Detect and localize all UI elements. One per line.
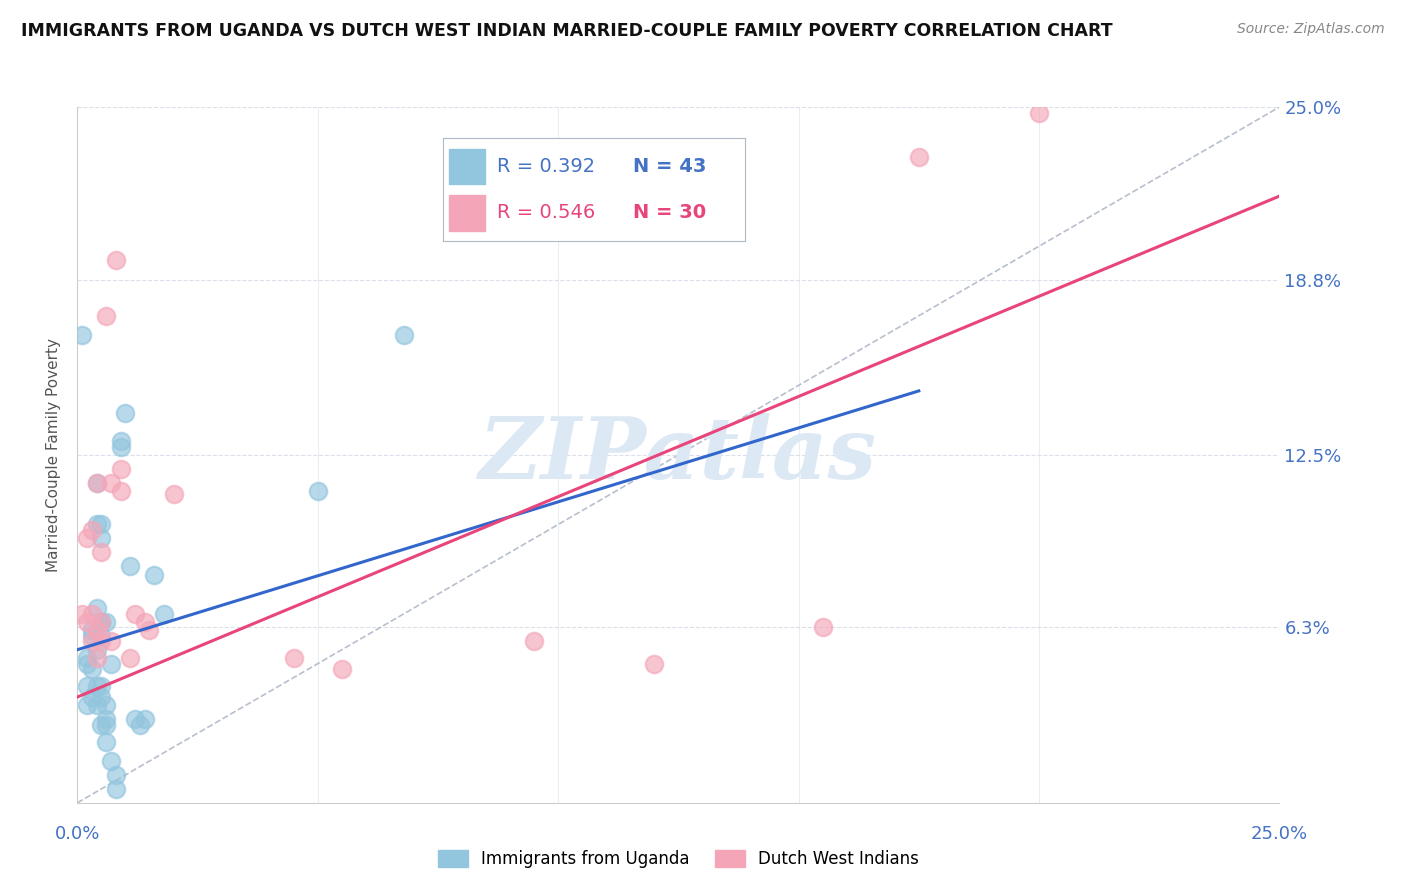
Point (104, 253, 127, 268)
Point (100, 657, 122, 671)
Text: Source: ZipAtlas.com: Source: ZipAtlas.com (1237, 22, 1385, 37)
Point (80, 624, 103, 638)
Point (1028, 105, 1050, 120)
Point (96, 734, 118, 748)
Point (90, 629, 112, 643)
Point (110, 434, 132, 448)
Point (643, 657, 665, 671)
Legend: Immigrants from Uganda, Dutch West Indians: Immigrants from Uganda, Dutch West India… (432, 843, 925, 874)
Point (80, 690, 103, 704)
Point (90, 615, 112, 629)
Point (86, 642, 108, 657)
Point (76, 651, 98, 665)
Point (100, 754, 122, 768)
Point (120, 559, 142, 574)
Point (330, 662, 353, 676)
Point (80, 607, 103, 621)
Point (100, 475, 122, 490)
Point (134, 712, 156, 726)
Point (86, 601, 108, 615)
Point (110, 462, 132, 476)
Point (283, 651, 305, 665)
Point (307, 484, 329, 499)
Point (811, 620, 834, 634)
Point (86, 517, 108, 532)
Point (76, 698, 98, 713)
Point (124, 607, 146, 621)
Point (80, 629, 103, 643)
Point (80, 634, 103, 648)
Point (96, 712, 118, 726)
Point (90, 532, 112, 546)
Point (96, 615, 118, 629)
Point (134, 615, 156, 629)
Point (394, 328, 416, 343)
Text: R = 0.546: R = 0.546 (498, 202, 596, 221)
Y-axis label: Married-Couple Family Poverty: Married-Couple Family Poverty (46, 338, 62, 572)
Point (86, 624, 108, 638)
Point (110, 484, 132, 499)
Point (76, 532, 98, 546)
Point (86, 475, 108, 490)
Point (124, 712, 146, 726)
Point (90, 634, 112, 648)
Point (86, 651, 108, 665)
Point (128, 718, 150, 732)
Point (908, 150, 931, 164)
Point (86, 475, 108, 490)
Point (96, 698, 118, 713)
Point (162, 487, 184, 501)
Point (143, 567, 166, 582)
Point (90, 517, 112, 532)
Point (90, 545, 112, 559)
Point (90, 718, 112, 732)
Bar (449, 149, 485, 185)
Point (90, 690, 112, 704)
Text: IMMIGRANTS FROM UGANDA VS DUTCH WEST INDIAN MARRIED-COUPLE FAMILY POVERTY CORREL: IMMIGRANTS FROM UGANDA VS DUTCH WEST IND… (21, 22, 1112, 40)
Point (76, 679, 98, 693)
Point (120, 651, 142, 665)
Point (96, 718, 118, 732)
Point (70, 607, 93, 621)
Text: 25.0%: 25.0% (1251, 825, 1308, 843)
Point (86, 698, 108, 713)
Point (76, 615, 98, 629)
Point (138, 624, 160, 638)
Point (523, 634, 546, 648)
Point (90, 679, 112, 693)
Point (153, 607, 176, 621)
Point (96, 309, 118, 323)
Point (80, 662, 103, 676)
Bar (449, 194, 485, 230)
Point (100, 634, 122, 648)
Text: N = 30: N = 30 (633, 202, 706, 221)
Text: N = 43: N = 43 (633, 158, 707, 177)
Point (90, 615, 112, 629)
Point (110, 440, 132, 454)
Point (76, 657, 98, 671)
Point (114, 406, 136, 420)
Point (104, 768, 127, 782)
Text: 0.0%: 0.0% (55, 825, 100, 843)
Point (86, 679, 108, 693)
Point (80, 523, 103, 537)
Point (70, 328, 93, 343)
Text: R = 0.392: R = 0.392 (498, 158, 595, 177)
Point (104, 781, 127, 796)
Text: ZIPatlas: ZIPatlas (479, 413, 877, 497)
Point (90, 615, 112, 629)
